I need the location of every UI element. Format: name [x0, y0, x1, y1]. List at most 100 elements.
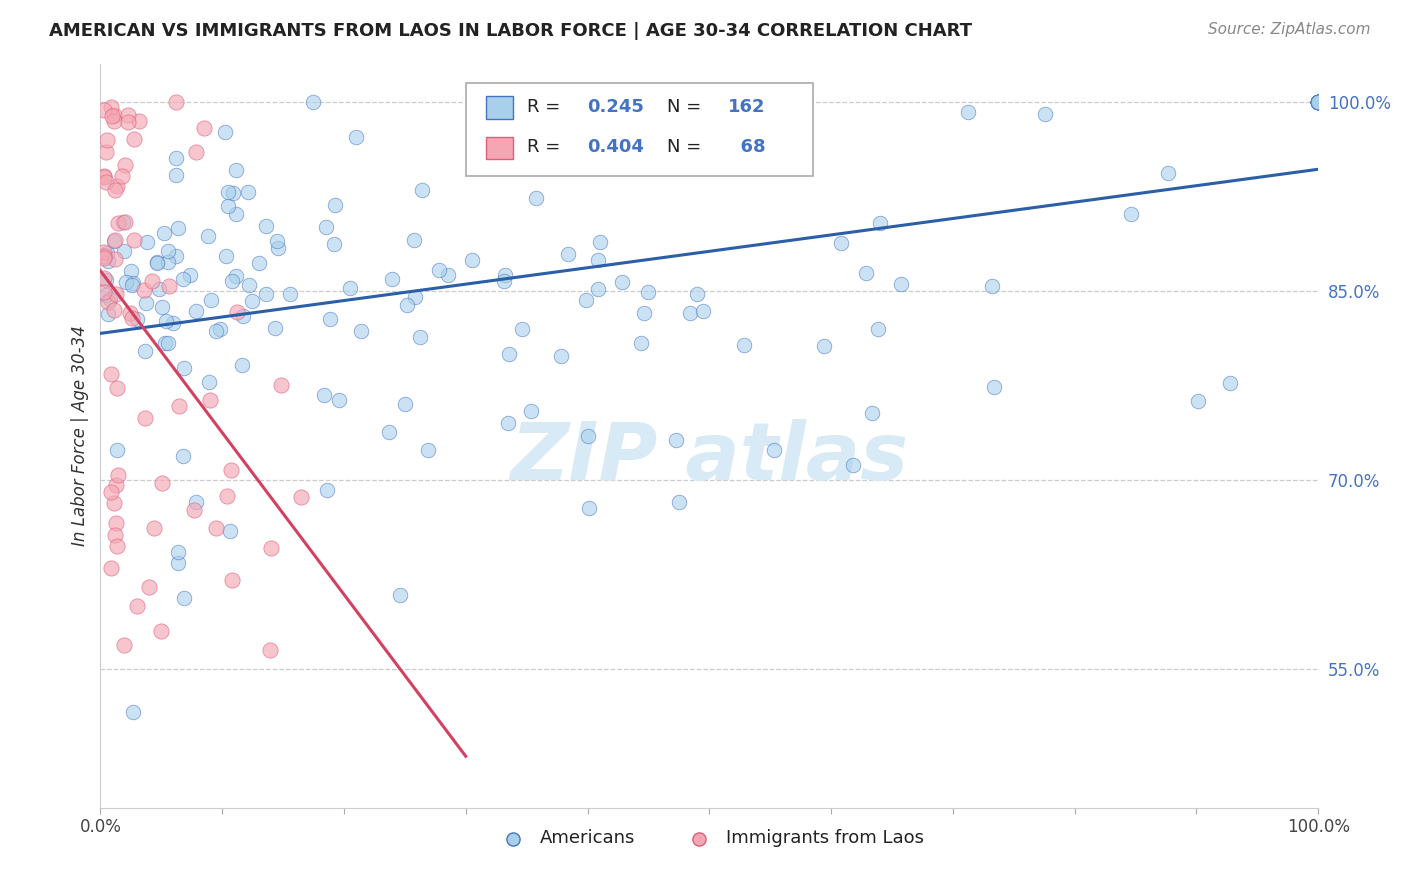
Point: [156, 244, 179, 259]
Point: [1308, 95, 1330, 109]
Text: 162: 162: [727, 97, 765, 116]
Point: [104, 233, 127, 247]
Point: [544, 95, 567, 109]
Point: [219, 524, 242, 538]
Point: [93, 285, 115, 300]
Point: [637, 285, 659, 300]
Point: [222, 186, 245, 200]
Point: [217, 489, 239, 503]
Point: [586, 282, 609, 296]
Point: [111, 169, 134, 183]
Point: [105, 477, 128, 491]
Point: [93, 103, 115, 117]
Point: [319, 312, 342, 326]
FancyBboxPatch shape: [465, 83, 813, 176]
Point: [1308, 95, 1330, 109]
Point: [136, 235, 159, 249]
Point: [173, 591, 195, 606]
Point: [301, 95, 323, 109]
Point: [107, 539, 129, 553]
Point: [578, 501, 600, 516]
Text: N =: N =: [666, 137, 707, 156]
Point: [103, 235, 125, 249]
Point: [1219, 376, 1241, 391]
Point: [890, 277, 912, 291]
FancyBboxPatch shape: [486, 96, 513, 120]
Text: 68: 68: [727, 137, 765, 156]
Point: [586, 253, 609, 268]
Point: [167, 545, 190, 559]
Point: [496, 417, 519, 431]
Point: [1308, 95, 1330, 109]
Point: [666, 151, 689, 165]
Point: [860, 406, 883, 420]
Point: [165, 249, 187, 263]
Point: [232, 309, 254, 323]
Point: [93, 252, 115, 266]
Point: [259, 643, 281, 657]
Point: [214, 125, 236, 139]
Point: [377, 425, 399, 440]
Point: [105, 287, 128, 301]
Point: [122, 277, 145, 291]
Point: [1308, 95, 1330, 109]
Point: [120, 264, 142, 278]
Point: [93, 169, 115, 184]
Point: [323, 237, 346, 252]
Point: [1308, 95, 1330, 109]
Point: [103, 496, 125, 510]
Point: [100, 368, 122, 382]
Point: [157, 254, 180, 268]
Point: [145, 255, 167, 269]
Point: [197, 229, 219, 244]
Point: [416, 443, 439, 458]
Point: [114, 215, 136, 229]
Point: [221, 275, 243, 289]
Point: [152, 226, 174, 240]
Point: [339, 281, 361, 295]
Point: [665, 433, 688, 447]
Legend: Americans, Immigrants from Laos: Americans, Immigrants from Laos: [488, 822, 931, 855]
Point: [150, 300, 173, 314]
Point: [315, 219, 337, 234]
Point: [134, 411, 156, 425]
Point: [125, 599, 148, 613]
Point: [179, 268, 201, 282]
Text: N =: N =: [666, 97, 707, 116]
Point: [323, 198, 346, 212]
Point: [395, 298, 418, 312]
Point: [404, 290, 426, 304]
Point: [105, 516, 128, 530]
Point: [1308, 95, 1330, 109]
Point: [117, 114, 139, 128]
Point: [1308, 95, 1330, 109]
Point: [105, 443, 128, 458]
Point: [114, 158, 136, 172]
Point: [763, 442, 786, 457]
Point: [125, 312, 148, 326]
Point: [97, 294, 120, 309]
Point: [290, 490, 312, 504]
Point: [97, 307, 120, 321]
Point: [105, 381, 128, 395]
Point: [225, 268, 247, 283]
Point: [270, 378, 292, 392]
Point: [842, 458, 865, 473]
Point: [172, 271, 194, 285]
Point: [733, 338, 755, 352]
Text: 0.404: 0.404: [588, 137, 644, 156]
Point: [236, 185, 259, 199]
Point: [1119, 207, 1142, 221]
Point: [1308, 95, 1330, 109]
Point: [165, 95, 187, 110]
Point: [576, 429, 599, 443]
Text: ZIP atlas: ZIP atlas: [510, 419, 908, 497]
Point: [679, 306, 702, 320]
Text: R =: R =: [527, 97, 565, 116]
Point: [103, 303, 125, 318]
Point: [402, 233, 425, 247]
Point: [1308, 95, 1330, 109]
Point: [388, 588, 411, 602]
Point: [96, 273, 118, 287]
Point: [101, 109, 124, 123]
